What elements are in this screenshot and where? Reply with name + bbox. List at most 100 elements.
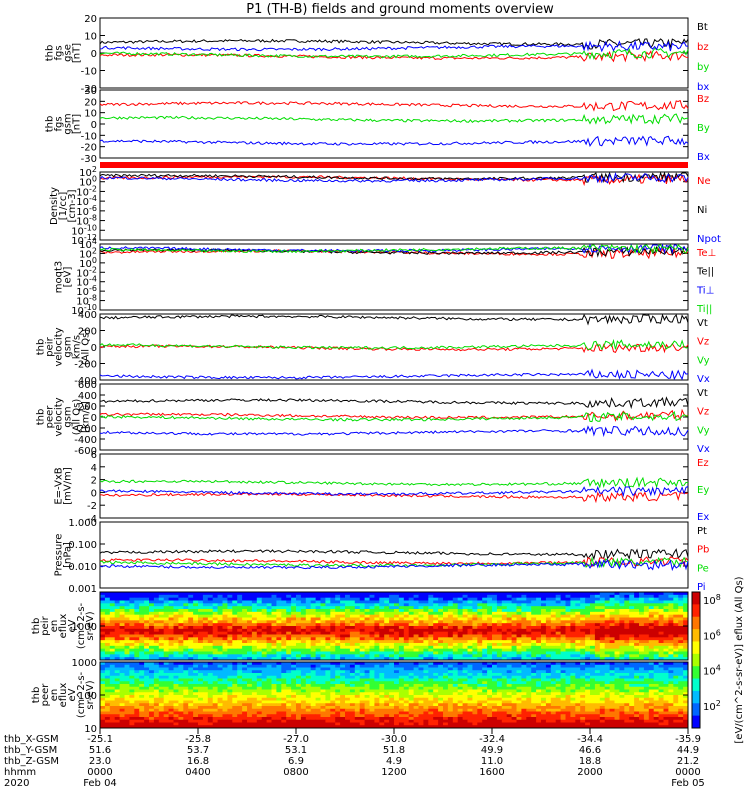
spectrogram-cell <box>462 634 468 638</box>
spectrogram-cell <box>673 686 679 690</box>
spectrogram-cell <box>678 667 684 671</box>
spectrogram-cell <box>609 620 615 624</box>
spectrogram-cell <box>683 606 689 610</box>
spectrogram-cell <box>300 592 307 596</box>
spectrogram-cell <box>648 645 655 650</box>
spectrogram-cell <box>516 662 522 666</box>
spectrogram-cell <box>604 637 610 641</box>
spectrogram-cell <box>300 597 307 601</box>
spectrogram-cell <box>212 670 218 674</box>
spectrogram-cell <box>472 703 478 707</box>
spectrogram-cell <box>227 673 233 677</box>
spectrogram-cell <box>403 606 410 610</box>
spectrogram-cell <box>511 651 517 655</box>
spectrogram-cell <box>104 700 111 704</box>
spectrogram-cell <box>188 678 194 682</box>
spectrogram-cell <box>349 662 356 666</box>
spectrogram-cell <box>555 628 561 633</box>
spectrogram-cell <box>256 623 263 627</box>
spectrogram-cell <box>482 692 488 696</box>
spectrogram-cell <box>575 631 581 635</box>
spectrogram-cell <box>575 689 581 693</box>
spectrogram-cell <box>658 643 664 647</box>
spectrogram-cell <box>237 592 243 596</box>
spectrogram-cell <box>291 609 297 613</box>
spectrogram-cell <box>653 664 659 668</box>
spectrogram-cell <box>403 617 410 621</box>
spectrogram-cell <box>139 623 145 627</box>
spectrogram-cell <box>648 606 655 610</box>
spectrogram-cell <box>266 600 272 604</box>
spectrogram-cell <box>178 626 184 630</box>
spectrogram-cell <box>153 678 160 682</box>
spectrogram-cell <box>188 634 194 638</box>
spectrogram-cell <box>462 623 468 627</box>
spectrogram-cell <box>266 609 272 613</box>
spectrogram-cell <box>526 657 532 661</box>
spectrogram-cell <box>320 606 326 610</box>
spectrogram-cell <box>232 645 238 650</box>
spectrogram-cell <box>163 597 169 601</box>
spectrogram-cell <box>575 697 581 701</box>
spectrogram-cell <box>438 678 444 682</box>
spectrogram-cell <box>590 657 596 661</box>
spectrogram-cell <box>354 643 361 647</box>
spectrogram-cell <box>541 609 547 613</box>
spectrogram-cell <box>266 697 272 701</box>
spectrogram-cell <box>570 603 576 607</box>
spectrogram-cell <box>487 695 493 699</box>
spectrogram-cell <box>320 634 326 638</box>
spectrogram-cell <box>521 617 527 621</box>
spectrogram-cell <box>188 645 194 650</box>
spectrogram-cell <box>251 697 258 701</box>
spectrogram-cell <box>565 645 571 650</box>
spectrogram-cell <box>237 631 243 635</box>
spectrogram-cell <box>624 675 630 679</box>
spectrogram-cell <box>310 643 316 647</box>
spectrogram-cell <box>639 686 645 690</box>
spectrogram-cell <box>668 606 674 610</box>
spectrogram-cell <box>193 600 199 604</box>
spectrogram-cell <box>359 681 365 685</box>
spectrogram-cell <box>683 597 689 601</box>
spectrogram-cell <box>119 609 125 613</box>
spectrogram-cell <box>178 617 184 621</box>
spectrogram-cell <box>614 692 620 696</box>
spectrogram-cell <box>585 667 591 671</box>
spectrogram-cell <box>683 623 689 627</box>
spectrogram-cell <box>462 643 468 647</box>
spectrogram-cell <box>296 620 302 624</box>
spectrogram-cell <box>604 662 610 666</box>
spectrogram-cell <box>158 695 165 699</box>
spectrogram-cell <box>467 620 473 624</box>
spectrogram-cell <box>168 617 174 621</box>
spectrogram-cell <box>276 637 282 641</box>
spectrogram-cell <box>198 631 204 635</box>
spectrogram-cell <box>369 675 375 679</box>
spectrogram-cell <box>614 651 620 655</box>
spectrogram-cell <box>590 675 596 679</box>
spectrogram-cell <box>624 623 630 627</box>
spectrogram-cell <box>266 673 272 677</box>
spectrogram-cell <box>536 594 542 599</box>
spectrogram-cell <box>119 681 125 685</box>
spectrogram-cell <box>217 667 223 671</box>
spectrogram-cell <box>369 648 375 652</box>
spectrogram-cell <box>296 697 302 701</box>
spectrogram-cell <box>438 603 444 607</box>
spectrogram-cell <box>423 675 429 679</box>
spectrogram-cell <box>599 700 606 704</box>
spectrogram-cell <box>300 686 307 690</box>
spectrogram-cell <box>516 645 522 650</box>
spectrogram-cell <box>408 643 414 647</box>
spectrogram-cell <box>555 686 561 690</box>
spectrogram-cell <box>109 654 116 658</box>
spectrogram-cell <box>423 637 429 641</box>
spectrogram-cell <box>467 673 473 677</box>
spectrogram-cell <box>565 670 571 674</box>
spectrogram-cell <box>114 697 120 701</box>
spectrogram-cell <box>501 670 508 674</box>
spectrogram-cell <box>335 678 341 682</box>
spectrogram-cell <box>663 695 669 699</box>
spectrogram-cell <box>496 620 503 624</box>
